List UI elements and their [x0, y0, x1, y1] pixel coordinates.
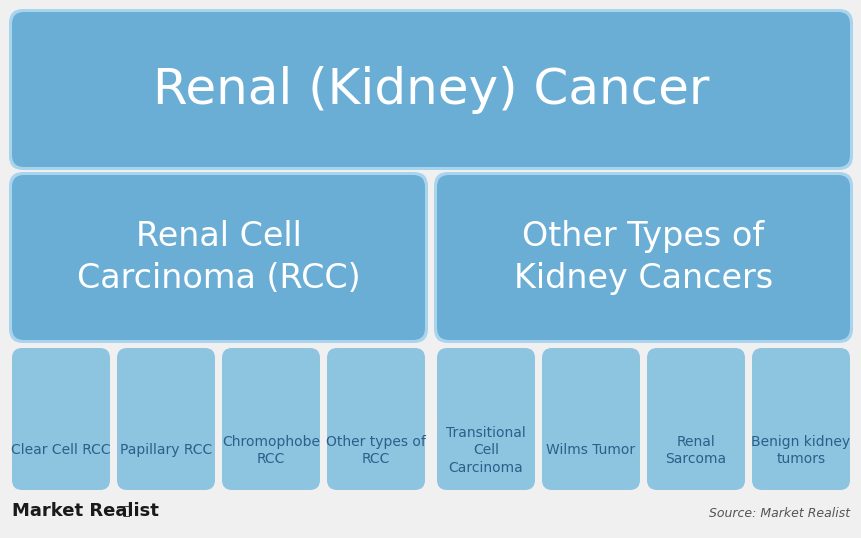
FancyBboxPatch shape	[9, 172, 428, 343]
FancyBboxPatch shape	[9, 9, 852, 170]
Text: Ⓠ: Ⓠ	[122, 505, 129, 518]
FancyBboxPatch shape	[437, 175, 849, 340]
Text: Renal (Kidney) Cancer: Renal (Kidney) Cancer	[152, 66, 709, 114]
Text: Transitional
Cell
Carcinoma: Transitional Cell Carcinoma	[446, 426, 525, 475]
Text: Chromophobe
RCC: Chromophobe RCC	[222, 435, 319, 466]
FancyBboxPatch shape	[12, 348, 110, 490]
FancyBboxPatch shape	[12, 12, 849, 167]
FancyBboxPatch shape	[433, 172, 852, 343]
Text: Renal
Sarcoma: Renal Sarcoma	[665, 435, 726, 466]
FancyBboxPatch shape	[751, 348, 849, 490]
Text: Benign kidney
tumors: Benign kidney tumors	[751, 435, 850, 466]
Text: Papillary RCC: Papillary RCC	[120, 443, 212, 457]
Text: Renal Cell
Carcinoma (RCC): Renal Cell Carcinoma (RCC)	[77, 220, 360, 295]
FancyBboxPatch shape	[542, 348, 639, 490]
FancyBboxPatch shape	[326, 348, 424, 490]
FancyBboxPatch shape	[222, 348, 319, 490]
Text: Other types of
RCC: Other types of RCC	[325, 435, 425, 466]
Text: Source: Market Realist: Source: Market Realist	[708, 507, 849, 520]
Text: Other Types of
Kidney Cancers: Other Types of Kidney Cancers	[513, 220, 772, 295]
FancyBboxPatch shape	[647, 348, 744, 490]
Text: Clear Cell RCC: Clear Cell RCC	[11, 443, 111, 457]
FancyBboxPatch shape	[117, 348, 214, 490]
FancyBboxPatch shape	[437, 348, 535, 490]
Text: Wilms Tumor: Wilms Tumor	[546, 443, 635, 457]
FancyBboxPatch shape	[12, 175, 424, 340]
Text: Market Realist: Market Realist	[12, 502, 158, 520]
